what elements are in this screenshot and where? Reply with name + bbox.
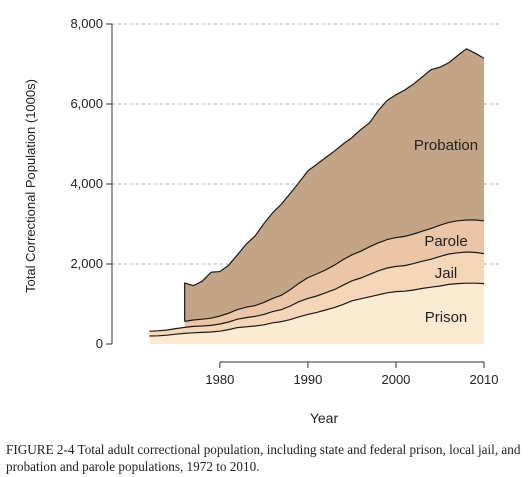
chart: 0 2,000 4,000 6,000 8,000 1980 1990 2000 2010 Pr… bbox=[23, 16, 500, 426]
series-boundaries bbox=[149, 48, 485, 337]
x-tick-label-1: 1990 bbox=[293, 372, 322, 387]
y-tick-label-0: 0 bbox=[96, 336, 103, 351]
figure-caption: FIGURE 2-4 Total adult correctional popu… bbox=[6, 442, 521, 474]
y-tick-label-2: 4,000 bbox=[70, 176, 103, 191]
y-tick-label-4: 8,000 bbox=[70, 16, 103, 31]
x-tick-label-3: 2010 bbox=[470, 372, 499, 387]
label-probation: Probation bbox=[414, 137, 478, 154]
axes: 0 2,000 4,000 6,000 8,000 1980 1990 2000 2010 bbox=[70, 16, 498, 387]
line-probation bbox=[184, 48, 485, 322]
area-probation bbox=[184, 48, 485, 322]
y-axis-title: Total Correctional Population (1000s) bbox=[23, 79, 38, 293]
band-labels: Prison Jail Parole Probation bbox=[414, 137, 478, 326]
line-prison bbox=[149, 282, 485, 337]
label-parole: Parole bbox=[424, 233, 467, 250]
y-tick-label-1: 2,000 bbox=[70, 256, 103, 271]
x-tick-label-0: 1980 bbox=[205, 372, 234, 387]
y-tick-label-3: 6,000 bbox=[70, 96, 103, 111]
label-prison: Prison bbox=[425, 309, 468, 326]
line-parole bbox=[184, 219, 485, 322]
stacked-areas bbox=[149, 48, 485, 344]
x-tick-label-2: 2000 bbox=[381, 372, 410, 387]
line-jail bbox=[149, 251, 485, 332]
x-axis-title: Year bbox=[310, 410, 339, 426]
area-parole bbox=[184, 220, 485, 328]
label-jail: Jail bbox=[435, 265, 458, 282]
area-jail bbox=[149, 252, 484, 336]
